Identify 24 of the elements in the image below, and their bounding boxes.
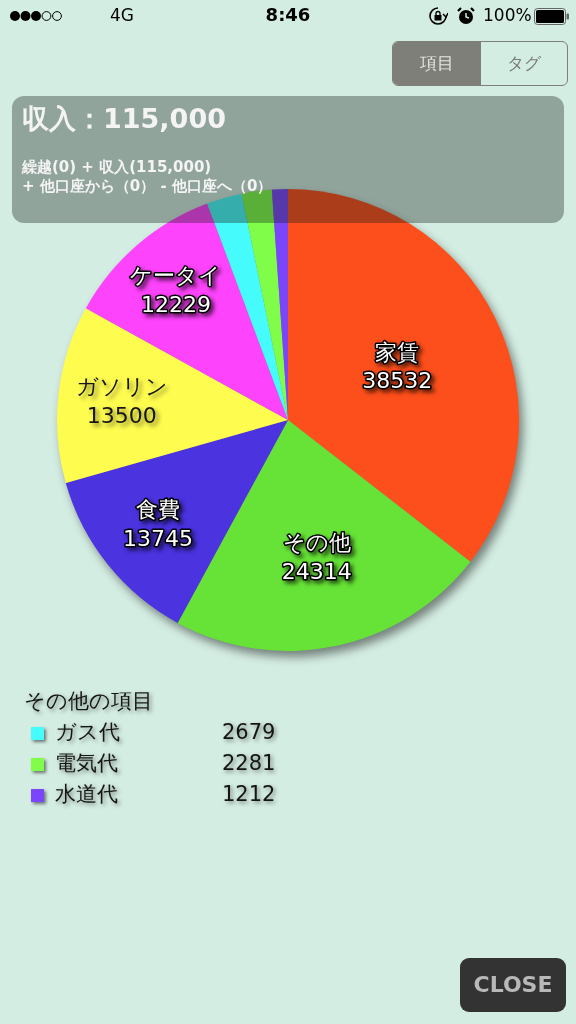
slice-label: ケータイ — [130, 263, 222, 289]
text: 100% — [483, 5, 532, 25]
data-label: 38532 — [362, 368, 433, 394]
legend-label: 水道代 — [55, 781, 118, 808]
data-label: 12229 — [140, 291, 211, 317]
text: 8:46 — [265, 4, 311, 25]
slice-label: 家賃 — [375, 339, 420, 365]
legend-label: 電気代 — [55, 750, 118, 777]
legend-label: ガス代 — [55, 719, 120, 746]
slice-label: その他 — [282, 530, 351, 556]
text: 4G — [110, 5, 134, 25]
data-label: 1212 — [222, 781, 276, 808]
data-label: 2679 — [222, 719, 276, 746]
data-label: 2281 — [222, 750, 276, 777]
chart-title: 収入：115,000 — [22, 102, 226, 136]
slice-label: 食費 — [136, 497, 180, 523]
text: 項目 — [393, 42, 480, 84]
slice-label: ガソリン — [75, 374, 168, 400]
data-label: 13500 — [86, 402, 157, 428]
data-label: 13745 — [123, 525, 193, 551]
data-label: 24314 — [281, 559, 352, 585]
legend-title: その他の項目 — [24, 688, 154, 715]
chart-subtitle: 繰越(0) + 収入(115,000) + 他口座から（0） - 他口座へ（0） — [22, 158, 273, 196]
text: タグ — [506, 52, 542, 75]
